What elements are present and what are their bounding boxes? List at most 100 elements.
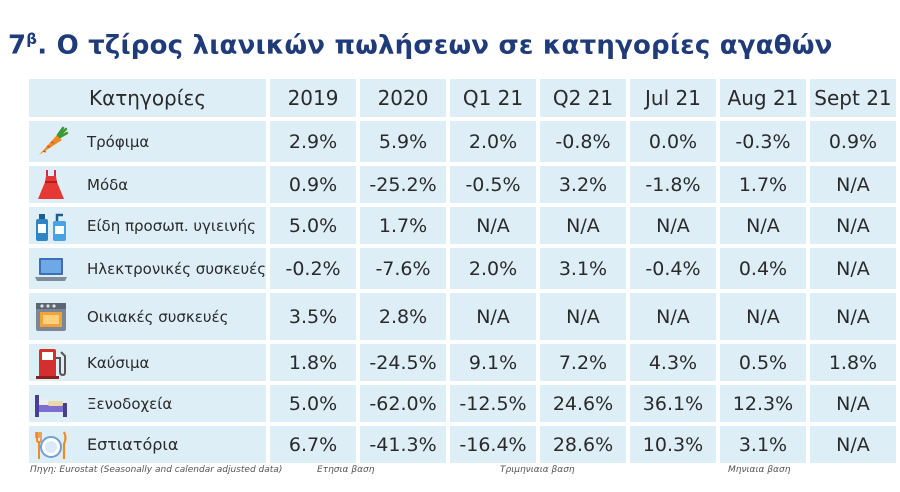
value-cell: 9.1% — [450, 344, 536, 381]
table-row: Ξενοδοχεία 5.0% -62.0% -12.5% 24.6% 36.1… — [29, 385, 896, 422]
value-cell: 2.0% — [450, 121, 536, 162]
value-cell: 10.3% — [629, 426, 716, 463]
value-cell: 3.1% — [540, 248, 626, 289]
oven-icon — [33, 300, 69, 334]
value-cell: -0.5% — [450, 166, 536, 203]
value-cell: 6.7% — [270, 426, 357, 463]
quarterly-basis-note: Τριμηνιαια βαση — [500, 465, 575, 475]
bed-icon — [33, 387, 69, 421]
value-cell: 36.1% — [629, 385, 716, 422]
header-sept-21: Sept 21 — [809, 79, 896, 117]
value-cell: N/A — [809, 207, 896, 244]
value-cell: 1.8% — [809, 344, 896, 381]
value-cell: 1.8% — [270, 344, 357, 381]
category-cell: Ηλεκτρονικές συσκευές — [29, 248, 267, 289]
value-cell: -62.0% — [360, 385, 447, 422]
category-cell: Τρόφιμα — [29, 121, 267, 162]
toiletries-icon — [33, 209, 69, 243]
value-cell: -1.8% — [629, 166, 716, 203]
table-row: Ηλεκτρονικές συσκευές -0.2% -7.6% 2.0% 3… — [29, 248, 896, 289]
value-cell: -41.3% — [360, 426, 447, 463]
value-cell: 2.8% — [360, 293, 447, 340]
value-cell: 3.1% — [719, 426, 806, 463]
value-cell: 0.9% — [809, 121, 896, 162]
value-cell: -0.3% — [719, 121, 806, 162]
category-label: Μόδα — [87, 175, 129, 194]
category-label: Είδη προσωπ. υγιεινής — [87, 216, 256, 235]
value-cell: 1.7% — [360, 207, 447, 244]
value-cell: N/A — [719, 293, 806, 340]
table-row: Μόδα 0.9% -25.2% -0.5% 3.2% -1.8% 1.7% N… — [29, 166, 896, 203]
value-cell: 3.2% — [540, 166, 626, 203]
value-cell: N/A — [719, 207, 806, 244]
table-row: Καύσιμα 1.8% -24.5% 9.1% 7.2% 4.3% 0.5% … — [29, 344, 896, 381]
table-row: Οικιακές συσκευές 3.5% 2.8% N/A N/A N/A … — [29, 293, 896, 340]
value-cell: 2.0% — [450, 248, 536, 289]
header-aug-21: Aug 21 — [719, 79, 806, 117]
category-label: Ηλεκτρονικές συσκευές — [87, 259, 267, 278]
value-cell: N/A — [540, 293, 626, 340]
value-cell: 4.3% — [629, 344, 716, 381]
category-cell: Είδη προσωπ. υγιεινής — [29, 207, 267, 244]
category-label: Τρόφιμα — [87, 132, 150, 151]
retail-sales-table: Κατηγορίες 2019 2020 Q1 21 Q2 21 Jul 21 … — [25, 75, 900, 467]
page-title: 7β. Ο τζίρος λιανικών πωλήσεων σε κατηγο… — [8, 30, 833, 61]
category-label: Ξενοδοχεία — [87, 394, 173, 413]
value-cell: 5.0% — [270, 207, 357, 244]
value-cell: N/A — [809, 426, 896, 463]
value-cell: 12.3% — [719, 385, 806, 422]
value-cell: N/A — [629, 293, 716, 340]
value-cell: 5.9% — [360, 121, 447, 162]
value-cell: -0.4% — [629, 248, 716, 289]
value-cell: -0.2% — [270, 248, 357, 289]
plate-cutlery-icon — [33, 428, 69, 462]
fuel-pump-icon — [33, 346, 69, 380]
value-cell: N/A — [450, 207, 536, 244]
value-cell: 5.0% — [270, 385, 357, 422]
value-cell: 1.7% — [719, 166, 806, 203]
table-row: Εστιατόρια 6.7% -41.3% -16.4% 28.6% 10.3… — [29, 426, 896, 463]
category-label: Οικιακές συσκευές — [87, 307, 229, 326]
laptop-icon — [33, 252, 69, 286]
category-label: Εστιατόρια — [87, 435, 179, 454]
category-cell: Οικιακές συσκευές — [29, 293, 267, 340]
header-2019: 2019 — [270, 79, 357, 117]
value-cell: -24.5% — [360, 344, 447, 381]
category-cell: Μόδα — [29, 166, 267, 203]
header-2020: 2020 — [360, 79, 447, 117]
value-cell: N/A — [809, 248, 896, 289]
source-note: Πηγη: Eurostat (Seasonally and calendar … — [30, 465, 283, 475]
header-row: Κατηγορίες 2019 2020 Q1 21 Q2 21 Jul 21 … — [29, 79, 896, 117]
value-cell: N/A — [540, 207, 626, 244]
header-jul-21: Jul 21 — [629, 79, 716, 117]
header-q1-21: Q1 21 — [450, 79, 536, 117]
value-cell: N/A — [629, 207, 716, 244]
value-cell: 0.4% — [719, 248, 806, 289]
dress-icon — [33, 168, 69, 202]
header-category: Κατηγορίες — [29, 79, 267, 117]
value-cell: 7.2% — [540, 344, 626, 381]
value-cell: 3.5% — [270, 293, 357, 340]
value-cell: -12.5% — [450, 385, 536, 422]
value-cell: -0.8% — [540, 121, 626, 162]
value-cell: N/A — [809, 293, 896, 340]
category-cell: Εστιατόρια — [29, 426, 267, 463]
category-label: Καύσιμα — [87, 353, 150, 372]
value-cell: N/A — [809, 166, 896, 203]
value-cell: -25.2% — [360, 166, 447, 203]
carrot-icon — [33, 125, 69, 159]
monthly-basis-note: Μηνιαια βαση — [728, 465, 791, 475]
value-cell: 0.5% — [719, 344, 806, 381]
category-cell: Ξενοδοχεία — [29, 385, 267, 422]
value-cell: 24.6% — [540, 385, 626, 422]
value-cell: -16.4% — [450, 426, 536, 463]
value-cell: 0.9% — [270, 166, 357, 203]
category-cell: Καύσιμα — [29, 344, 267, 381]
value-cell: N/A — [809, 385, 896, 422]
value-cell: N/A — [450, 293, 536, 340]
value-cell: 0.0% — [629, 121, 716, 162]
table-row: Είδη προσωπ. υγιεινής 5.0% 1.7% N/A N/A … — [29, 207, 896, 244]
value-cell: -7.6% — [360, 248, 447, 289]
value-cell: 2.9% — [270, 121, 357, 162]
header-q2-21: Q2 21 — [540, 79, 626, 117]
